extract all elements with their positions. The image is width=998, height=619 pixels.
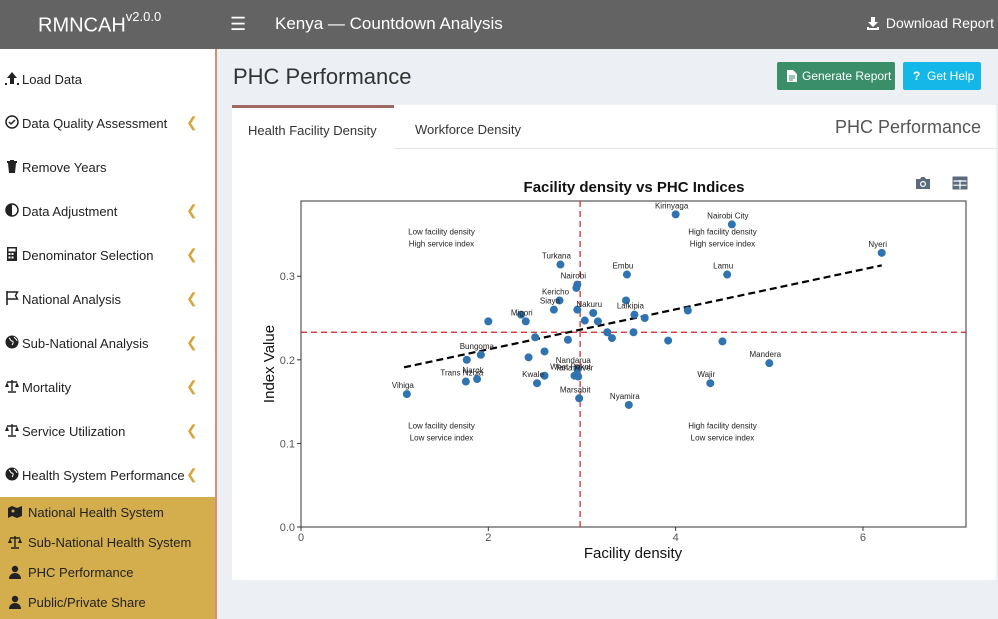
sidebar-item-label: Remove Years (22, 160, 107, 175)
download-report-button[interactable]: Download Report (866, 15, 994, 31)
sidebar-item-data-adjustment[interactable]: Data Adjustment ❮ (0, 189, 215, 233)
sidebar-item-mortality[interactable]: Mortality ❮ (0, 365, 215, 409)
sidebar-toggle-icon[interactable]: ☰ (230, 14, 247, 34)
globe-icon (5, 467, 19, 481)
subitem-label: National Health System (28, 505, 164, 520)
subitem-national-health-system[interactable]: National Health System (0, 497, 215, 527)
tab-label: Workforce Density (415, 122, 521, 137)
sidebar-item-subnational-analysis[interactable]: Sub-National Analysis ❮ (0, 321, 215, 365)
download-icon (866, 17, 879, 30)
sidebar-item-national-analysis[interactable]: National Analysis ❮ (0, 277, 215, 321)
camera-icon[interactable] (915, 176, 931, 190)
generate-report-label: Generate Report (802, 69, 892, 83)
file-icon (787, 70, 797, 82)
sidebar-item-label: Sub-National Analysis (22, 336, 149, 351)
generate-report-button[interactable]: Generate Report (777, 62, 895, 90)
app-title: Kenya — Countdown Analysis (275, 14, 503, 33)
sidebar-item-label: National Analysis (22, 292, 121, 307)
scale-icon (5, 380, 19, 393)
page-title: PHC Performance (233, 64, 412, 89)
scale-icon (8, 536, 22, 549)
sidebar-item-health-system[interactable]: Health System Performance ❮ (0, 453, 215, 497)
tab-label: Health Facility Density (248, 123, 377, 138)
get-help-button[interactable]: ? Get Help (903, 62, 981, 90)
sidebar: Load Data Data Quality Assessment ❮ Remo… (0, 49, 217, 619)
chevron-left-icon: ❮ (186, 466, 198, 482)
globe-icon (5, 335, 19, 349)
sidebar-item-service-utilization[interactable]: Service Utilization ❮ (0, 409, 215, 453)
brand: RMNCAHv2.0.0 (0, 0, 216, 49)
chevron-left-icon: ❮ (186, 422, 198, 438)
half-circle-icon (5, 203, 19, 217)
brand-name: RMNCAHv2.0.0 (38, 9, 162, 37)
top-header: RMNCAHv2.0.0 ☰ Kenya — Countdown Analysi… (0, 0, 998, 49)
calculator-icon (7, 247, 17, 261)
chevron-left-icon: ❮ (186, 114, 198, 130)
user-icon (9, 565, 21, 579)
sidebar-item-label: Data Quality Assessment (22, 116, 168, 131)
trash-icon (7, 160, 17, 173)
get-help-label: Get Help (927, 69, 975, 83)
subitem-label: PHC Performance (28, 565, 134, 580)
sidebar-item-label: Denominator Selection (22, 248, 154, 263)
subitem-subnational-health-system[interactable]: Sub-National Health System (0, 527, 215, 557)
tab-workforce-density[interactable]: Workforce Density (402, 105, 552, 149)
version-label: v2.0.0 (125, 9, 162, 24)
flag-icon (6, 291, 19, 305)
chevron-left-icon: ❮ (186, 378, 198, 394)
sidebar-item-load-data[interactable]: Load Data (0, 57, 215, 101)
sidebar-item-denominator[interactable]: Denominator Selection ❮ (0, 233, 215, 277)
phc-card: Health Facility Density Workforce Densit… (232, 105, 996, 580)
sidebar-item-label: Service Utilization (22, 424, 126, 439)
sidebar-item-label: Data Adjustment (22, 204, 118, 219)
table-icon[interactable] (952, 176, 968, 190)
scale-icon (5, 424, 19, 437)
subitem-phc-performance[interactable]: PHC Performance (0, 557, 215, 587)
user-icon (9, 595, 21, 609)
tab-divider (394, 148, 996, 149)
sidebar-item-label: Load Data (22, 72, 82, 87)
tab-health-facility-density[interactable]: Health Facility Density (232, 105, 394, 152)
subitem-public-private-share[interactable]: Public/Private Share (0, 587, 215, 617)
chevron-left-icon: ❮ (186, 202, 198, 218)
upload-icon (5, 72, 19, 85)
sidebar-item-label: Mortality (22, 380, 72, 395)
chevron-left-icon: ❮ (186, 246, 198, 262)
card-title: PHC Performance (834, 117, 981, 137)
question-icon: ? (913, 69, 921, 83)
chevron-left-icon: ❮ (186, 334, 198, 350)
sidebar-item-data-quality[interactable]: Data Quality Assessment ❮ (0, 101, 215, 145)
check-circle-icon (5, 115, 19, 129)
sidebar-item-remove-years[interactable]: Remove Years (0, 145, 215, 189)
map-icon (8, 506, 22, 518)
subitem-label: Sub-National Health System (28, 535, 192, 550)
sidebar-item-label: Health System Performance (22, 468, 185, 483)
chevron-left-icon: ❮ (186, 290, 198, 306)
subitem-label: Public/Private Share (28, 595, 146, 610)
health-system-submenu: National Health System Sub-National Heal… (0, 497, 215, 619)
download-label: Download Report (885, 15, 994, 31)
